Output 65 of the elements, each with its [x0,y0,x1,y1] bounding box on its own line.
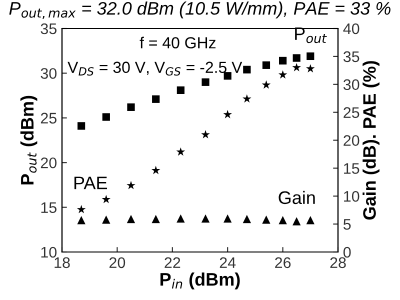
point [262,215,270,224]
point [292,217,301,226]
x-tick-label: 18 [54,257,70,268]
point [292,54,300,62]
point [102,194,111,204]
annotation: V$_{DS}$ = 30 V, V$_{GS}$ = -2.5 V [68,62,242,76]
series-label: Gain [278,190,315,204]
y2-tick-label: 10 [344,190,360,202]
point [151,166,160,174]
y2-tick-label: 30 [343,79,360,90]
y2-tick-label: 5 [343,219,351,230]
y-tick-label: 10 [41,246,57,258]
series-label: PAE [74,176,108,190]
point [306,52,314,60]
point [224,72,232,80]
point [77,216,86,224]
point [127,103,135,111]
point [306,216,315,224]
annotation: f = 40 GHz [140,36,216,48]
x-tick-label: 28 [330,257,346,268]
x-tick-label: 26 [275,257,291,268]
point [306,64,315,72]
point [201,214,210,223]
point [102,113,110,121]
point [223,110,232,118]
x-tick-label: 20 [109,257,126,268]
point [278,56,287,64]
y-axis-title: P$_{out}$ (dBm) [20,96,38,184]
y-tick-label: 20 [40,157,57,168]
y2-tick-label: 40 [343,23,360,34]
point [223,214,232,223]
y-tick-label: 35 [40,23,56,34]
point [176,147,186,156]
y-tick-label: 30 [40,68,57,79]
point [201,130,210,138]
y-tick-label: 25 [40,112,56,124]
point [126,180,136,190]
x-tick-label: 22 [164,257,180,268]
point [202,78,210,86]
y2-tick-label: 15 [344,163,360,174]
point [262,61,270,69]
point [292,62,302,72]
point [243,66,251,74]
point [176,86,184,94]
y2-tick-label: 25 [344,107,360,118]
point [278,216,287,224]
y-tick-label: 15 [41,202,56,213]
point [126,214,136,224]
point [102,215,110,224]
point [152,214,160,224]
x-tick-label: 24 [220,257,236,268]
point [242,94,252,103]
y2-tick-label: 0 [343,246,351,258]
y2-axis-title: Gain (dB). PAE (%) [362,61,380,220]
point [152,95,160,103]
point [278,70,288,79]
point [76,204,86,214]
y2-tick-label: 20 [344,135,360,146]
chart-title: P$_{out,max}$ = 32.0 dBm (10.5 W/mm), PAE = 33 % [9,2,390,20]
x-axis-title: P$_{in}$ (dBm) [160,272,240,290]
point [176,214,185,223]
point [78,122,86,130]
point [242,214,252,224]
y2-tick-label: 35 [343,51,360,62]
point [262,80,271,89]
